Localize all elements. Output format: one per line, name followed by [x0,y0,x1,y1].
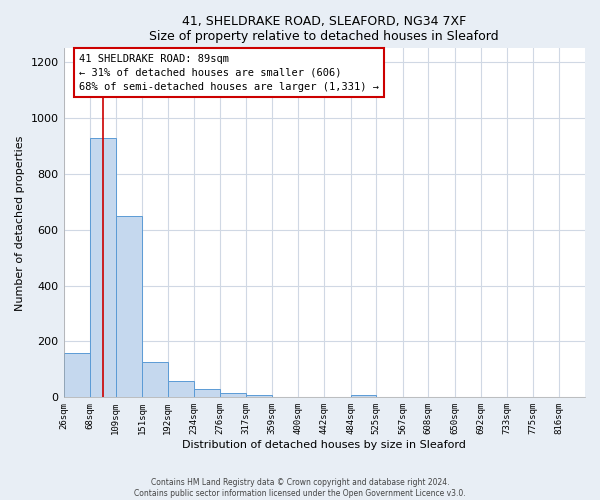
Text: 41 SHELDRAKE ROAD: 89sqm
← 31% of detached houses are smaller (606)
68% of semi-: 41 SHELDRAKE ROAD: 89sqm ← 31% of detach… [79,54,379,92]
Bar [90,138,116,398]
Bar [167,380,194,398]
Title: 41, SHELDRAKE ROAD, SLEAFORD, NG34 7XF
Size of property relative to detached hou: 41, SHELDRAKE ROAD, SLEAFORD, NG34 7XF S… [149,15,499,43]
Bar [194,389,220,398]
Bar [142,362,167,398]
Bar [350,394,376,398]
Text: Contains HM Land Registry data © Crown copyright and database right 2024.
Contai: Contains HM Land Registry data © Crown c… [134,478,466,498]
Bar [64,352,90,398]
Bar [246,394,272,398]
Bar [220,393,246,398]
X-axis label: Distribution of detached houses by size in Sleaford: Distribution of detached houses by size … [182,440,466,450]
Bar [116,216,142,398]
Y-axis label: Number of detached properties: Number of detached properties [15,135,25,310]
